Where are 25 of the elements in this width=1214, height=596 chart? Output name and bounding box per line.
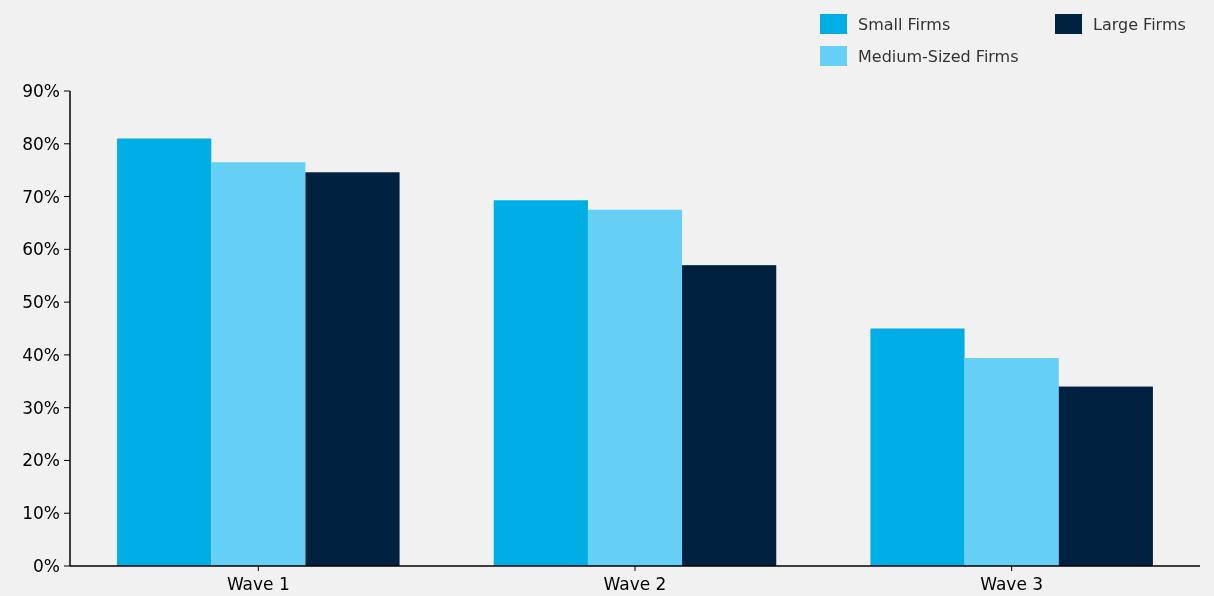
y-tick-label: 80% (22, 133, 60, 154)
bar (305, 172, 400, 566)
x-tick-label: Wave 2 (603, 574, 667, 594)
bar (964, 358, 1059, 566)
bar (682, 265, 777, 566)
y-tick-label: 0% (33, 555, 60, 576)
legend-label: Small Firms (858, 14, 951, 34)
bar (870, 328, 965, 566)
y-tick-label: 40% (22, 344, 60, 365)
y-tick-label: 90% (22, 80, 60, 101)
legend-label: Large Firms (1093, 14, 1186, 34)
x-tick-label: Wave 1 (226, 574, 290, 594)
y-tick-label: 70% (22, 186, 60, 207)
bar (587, 209, 683, 566)
bar (493, 200, 588, 566)
y-tick-label: 20% (22, 450, 60, 471)
y-tick-label: 50% (22, 292, 60, 313)
legend-label: Medium-Sized Firms (858, 46, 1019, 66)
bar (117, 138, 212, 566)
y-tick-label: 30% (22, 397, 60, 418)
y-tick-label: 10% (22, 503, 60, 524)
bar (211, 162, 306, 566)
bar (1058, 386, 1153, 566)
x-tick-label: Wave 3 (980, 574, 1044, 594)
y-tick-label: 60% (22, 239, 60, 260)
